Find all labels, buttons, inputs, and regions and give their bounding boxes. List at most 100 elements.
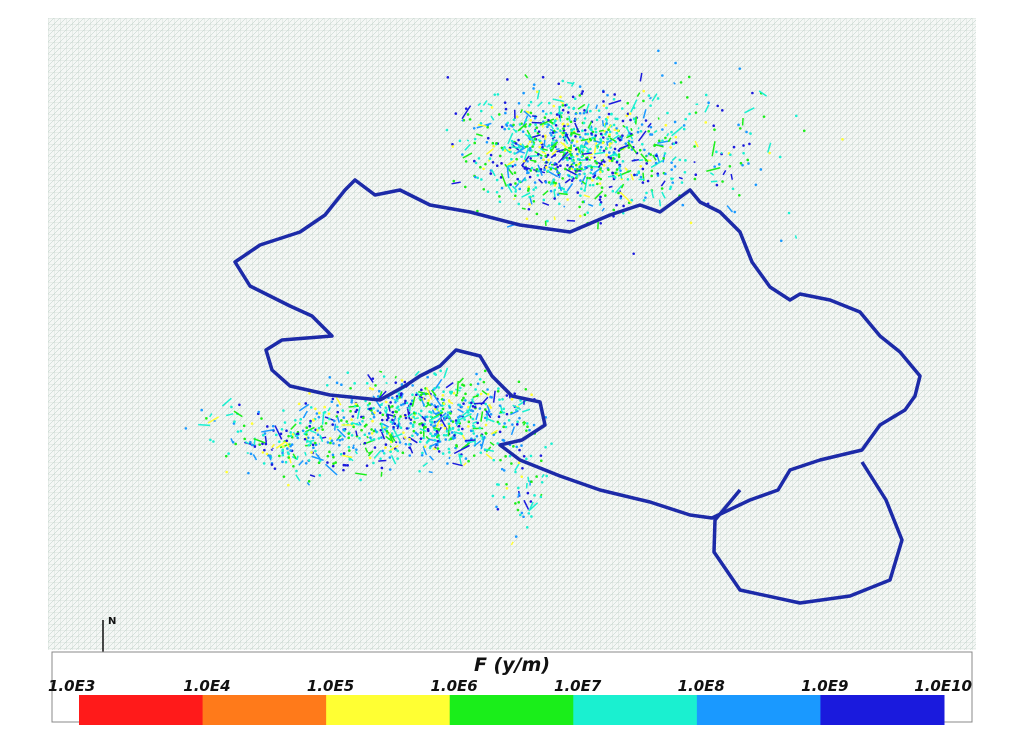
point [630, 198, 634, 202]
point [646, 179, 650, 183]
point [493, 93, 497, 96]
point [419, 431, 423, 435]
point [236, 430, 240, 433]
point [458, 415, 462, 418]
point [549, 111, 553, 115]
stream-segment [541, 150, 547, 155]
stream-segment [544, 135, 547, 140]
point [547, 181, 551, 184]
point [621, 107, 624, 110]
stream-segment [588, 153, 594, 156]
compass-north: N [108, 616, 116, 627]
stream-segment [356, 406, 361, 420]
point [645, 162, 648, 165]
point [547, 123, 551, 127]
stream-segment [653, 130, 658, 134]
point [352, 446, 355, 450]
point [514, 130, 518, 133]
point [575, 174, 579, 177]
domain-outline-lobe [712, 461, 904, 605]
point [473, 405, 477, 409]
point [437, 450, 441, 453]
stream-segment [464, 439, 476, 442]
point [615, 160, 619, 164]
point [291, 433, 295, 436]
stream-segment [540, 493, 543, 497]
point [650, 174, 653, 178]
stream-segment [587, 121, 593, 129]
point [507, 419, 511, 422]
point [476, 382, 480, 386]
point [513, 163, 517, 167]
stream-segment [542, 190, 549, 196]
point [733, 210, 737, 214]
point [644, 196, 647, 199]
point [577, 162, 581, 166]
point [602, 164, 606, 167]
point [595, 161, 599, 165]
point [533, 494, 536, 497]
point [533, 160, 537, 163]
point [749, 132, 752, 135]
point [516, 508, 520, 512]
point [497, 483, 500, 486]
point [416, 433, 419, 436]
point [475, 434, 479, 438]
point [418, 422, 421, 426]
stream-segment [521, 420, 526, 424]
point [368, 402, 371, 405]
stream-segment [510, 426, 516, 436]
point [503, 127, 506, 131]
stream-segment [594, 151, 606, 155]
stream-segment [407, 406, 411, 409]
point [340, 419, 343, 422]
point [297, 402, 301, 406]
point [271, 424, 275, 428]
point [693, 145, 696, 148]
stream-segment [552, 134, 556, 139]
point [598, 203, 602, 206]
point [517, 380, 521, 384]
stream-segment [593, 156, 596, 159]
point [549, 146, 552, 150]
point [580, 187, 583, 191]
stream-segment [512, 404, 522, 411]
point [359, 478, 362, 482]
stream-segment [392, 414, 396, 418]
stream-segment [511, 185, 518, 191]
stream-segment [581, 180, 587, 185]
point [738, 67, 742, 70]
point [612, 156, 615, 160]
point [489, 153, 493, 157]
point [578, 214, 582, 218]
point [570, 175, 574, 179]
point [400, 383, 404, 386]
mesh-grid [48, 18, 976, 650]
point [329, 441, 332, 445]
point [550, 442, 553, 445]
point [477, 157, 481, 160]
stream-segment [418, 391, 430, 395]
stream-segment [485, 148, 494, 155]
point [498, 422, 501, 426]
point [473, 159, 476, 163]
point [433, 438, 437, 442]
point [747, 162, 750, 165]
point [694, 111, 698, 114]
point [309, 419, 312, 423]
point [347, 445, 351, 449]
point [532, 83, 536, 86]
point [514, 535, 518, 538]
point [583, 213, 587, 216]
stream-segment [527, 136, 533, 144]
stream-segment [491, 169, 496, 177]
point [647, 129, 650, 133]
stream-segment [489, 441, 495, 446]
point [664, 172, 667, 176]
point [473, 175, 477, 179]
point [282, 409, 285, 412]
stream-segment [434, 412, 447, 424]
point [287, 483, 290, 487]
point [269, 454, 272, 458]
point [443, 417, 446, 421]
